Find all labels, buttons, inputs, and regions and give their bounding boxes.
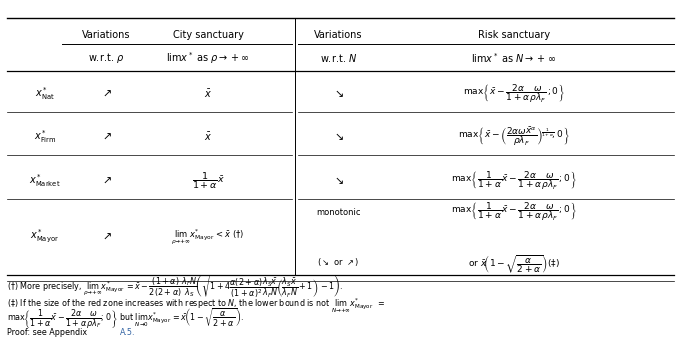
Text: $\max\!\left\{\dfrac{1}{1+\alpha}\bar{x}-\dfrac{2\alpha}{1+\alpha}\dfrac{\omega}: $\max\!\left\{\dfrac{1}{1+\alpha}\bar{x}…: [7, 307, 244, 331]
Text: $\max\left\{\dfrac{1}{1+\alpha}\bar{x}-\dfrac{2\alpha}{1+\alpha}\dfrac{\omega}{\: $\max\left\{\dfrac{1}{1+\alpha}\bar{x}-\…: [451, 200, 577, 223]
Text: $\max\left\{\bar{x}-\left(\dfrac{2\alpha\omega\bar{x}^\alpha}{\rho\lambda_F}\rig: $\max\left\{\bar{x}-\left(\dfrac{2\alpha…: [458, 125, 570, 148]
Text: $\nearrow$: $\nearrow$: [100, 132, 112, 142]
Text: ($\searrow$ or $\nearrow$): ($\searrow$ or $\nearrow$): [317, 256, 360, 268]
Text: $(\dagger)$ More precisely, $\lim_{\rho\to+\infty} x^*_{\mathrm{Mayor}} = \bar{x: $(\dagger)$ More precisely, $\lim_{\rho\…: [7, 274, 343, 301]
Text: Proof: see Appendix: Proof: see Appendix: [7, 328, 90, 337]
Text: $\dfrac{1}{1+\alpha}\bar{x}$: $\dfrac{1}{1+\alpha}\bar{x}$: [191, 170, 225, 191]
Text: $\max\left\{\dfrac{1}{1+\alpha}\bar{x}-\dfrac{2\alpha}{1+\alpha}\dfrac{\omega}{\: $\max\left\{\dfrac{1}{1+\alpha}\bar{x}-\…: [451, 169, 577, 192]
Text: w.r.t. $\rho$: w.r.t. $\rho$: [88, 51, 124, 65]
Text: Variations: Variations: [314, 30, 363, 40]
Text: $x^*_{\mathrm{Market}}$: $x^*_{\mathrm{Market}}$: [29, 172, 61, 189]
Text: Risk sanctuary: Risk sanctuary: [478, 30, 550, 40]
Text: $\searrow$: $\searrow$: [332, 175, 345, 186]
Text: $\max\left\{\bar{x}-\dfrac{2\alpha}{1+\alpha}\dfrac{\omega}{\rho\lambda_F}\,;0\r: $\max\left\{\bar{x}-\dfrac{2\alpha}{1+\a…: [463, 83, 565, 105]
Text: $x^*_{\mathrm{Firm}}$: $x^*_{\mathrm{Firm}}$: [33, 128, 57, 145]
Text: $\searrow$: $\searrow$: [332, 89, 345, 100]
Text: $\nearrow$: $\nearrow$: [100, 89, 112, 99]
Text: $(\ddagger)$ If the size of the red zone increases with respect to $N$, the lowe: $(\ddagger)$ If the size of the red zone…: [7, 296, 385, 315]
Text: A.5.: A.5.: [120, 328, 135, 337]
Text: City sanctuary: City sanctuary: [172, 30, 243, 40]
Text: Variations: Variations: [82, 30, 130, 40]
Text: monotonic: monotonic: [316, 208, 361, 217]
Text: $\searrow$: $\searrow$: [332, 131, 345, 142]
Text: $\nearrow$: $\nearrow$: [100, 232, 112, 242]
Text: $\bar{x}$: $\bar{x}$: [204, 131, 212, 143]
Text: $\lim x^*$ as $\rho \rightarrow +\infty$: $\lim x^*$ as $\rho \rightarrow +\infty$: [166, 50, 250, 66]
Text: $\lim x^*$ as $N \rightarrow +\infty$: $\lim x^*$ as $N \rightarrow +\infty$: [471, 51, 556, 65]
Text: $\lim_{\rho \to +\infty} x^*_{\mathrm{Mayor}} < \bar{x}\ (\dagger)$: $\lim_{\rho \to +\infty} x^*_{\mathrm{Ma…: [172, 227, 244, 246]
Text: $x^*_{\mathrm{Mayor}}$: $x^*_{\mathrm{Mayor}}$: [31, 228, 59, 246]
Text: $x^*_{\mathrm{Nat}}$: $x^*_{\mathrm{Nat}}$: [35, 86, 54, 103]
Text: $\bar{x}$: $\bar{x}$: [204, 88, 212, 100]
Text: $\nearrow$: $\nearrow$: [100, 176, 112, 186]
Text: w.r.t. $N$: w.r.t. $N$: [320, 53, 357, 64]
Text: or $\bar{x}\!\left(1-\sqrt{\dfrac{\alpha}{2+\alpha}}\right)(\ddagger)$: or $\bar{x}\!\left(1-\sqrt{\dfrac{\alpha…: [468, 254, 560, 276]
